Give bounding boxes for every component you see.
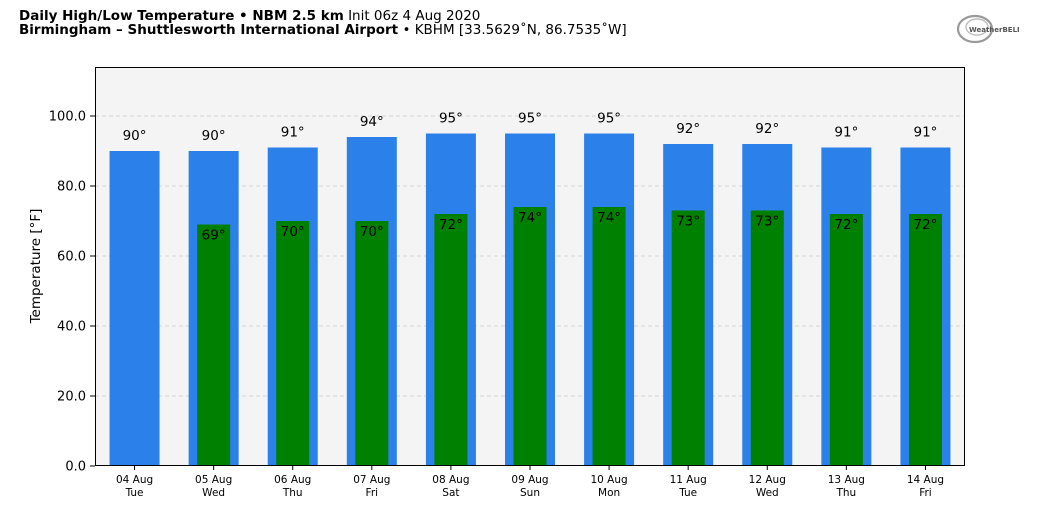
x-tick-date: 11 Aug (670, 474, 707, 486)
high-temp-label: 92° (676, 121, 700, 137)
y-tick-label: 0.0 (65, 460, 86, 475)
high-temp-label: 95° (518, 111, 542, 127)
high-temp-label: 91° (834, 125, 858, 141)
high-temp-label: 92° (755, 121, 779, 137)
x-tick-date: 14 Aug (907, 474, 944, 486)
chart-title: Daily High/Low Temperature • NBM 2.5 km … (19, 9, 480, 24)
low-temp-bar (434, 214, 468, 466)
y-tick-label: 80.0 (57, 180, 86, 195)
low-temp-bar (276, 221, 310, 466)
low-temp-label: 69° (202, 228, 226, 244)
low-temp-label: 74° (597, 210, 621, 226)
low-temp-label: 73° (676, 214, 700, 230)
y-axis: 0.0 20.0 40.0 60.0 80.0 100.0 (49, 110, 95, 475)
svg-text:WeatherBELL: WeatherBELL (969, 26, 1019, 34)
x-tick-day: Sat (442, 487, 459, 499)
high-temp-label: 91° (913, 125, 937, 141)
y-tick-label: 100.0 (49, 110, 86, 125)
x-tick-date: 09 Aug (511, 474, 548, 486)
x-tick-date: 05 Aug (195, 474, 232, 486)
x-tick-date: 10 Aug (590, 474, 627, 486)
y-tick-label: 20.0 (57, 390, 86, 405)
data-labels: 90° 90° 69° 91° 70° 94° 70° 95° 72° 95° 74° 95° 74° 9… (123, 111, 938, 244)
high-temp-label: 95° (439, 111, 463, 127)
weatherbell-logo: WeatherBELL (956, 14, 1019, 44)
init-time: Init 06z 4 Aug 2020 (348, 8, 481, 24)
x-tick-date: 04 Aug (116, 474, 153, 486)
x-tick-day: Fri (366, 487, 379, 499)
location-name: Birmingham – Shuttlesworth International… (19, 22, 399, 38)
low-temp-bar (671, 210, 705, 466)
low-temp-label: 70° (281, 224, 305, 240)
low-temp-label: 72° (913, 217, 937, 233)
x-tick-date: 13 Aug (828, 474, 865, 486)
location-coordinates: • KBHM [33.5629˚N, 86.7535˚W] (402, 22, 627, 38)
low-temp-label: 74° (518, 210, 542, 226)
high-temp-label: 94° (360, 114, 384, 130)
x-tick-day: Thu (282, 487, 303, 499)
x-tick-date: 08 Aug (432, 474, 469, 486)
low-temp-bar (829, 214, 863, 466)
x-tick-date: 12 Aug (749, 474, 786, 486)
low-temp-bar (513, 207, 547, 466)
plot-frame (95, 67, 965, 466)
high-temp-label: 95° (597, 111, 621, 127)
y-tick-label: 40.0 (57, 320, 86, 335)
high-temp-label: 91° (281, 125, 305, 141)
x-tick-day: Tue (125, 487, 144, 499)
bars (109, 133, 951, 466)
x-tick-day: Wed (756, 487, 779, 499)
y-axis-label: Temperature [°F] (28, 209, 44, 325)
x-tick-day: Tue (678, 487, 697, 499)
x-tick-day: Mon (598, 487, 620, 499)
y-tick-label: 60.0 (57, 250, 86, 265)
x-tick-day: Wed (202, 487, 225, 499)
low-temp-bar (750, 210, 784, 466)
x-tick-date: 07 Aug (353, 474, 390, 486)
chart-subtitle: Birmingham – Shuttlesworth International… (19, 23, 627, 38)
high-temp-bar (109, 151, 160, 466)
low-temp-bar (908, 214, 942, 466)
low-temp-bar (592, 207, 626, 466)
high-temp-label: 90° (202, 128, 226, 144)
high-temp-label: 90° (123, 128, 147, 144)
chart-title-main: Daily High/Low Temperature • NBM 2.5 km (19, 8, 344, 24)
low-temp-label: 72° (439, 217, 463, 233)
low-temp-label: 73° (755, 214, 779, 230)
x-tick-day: Sun (520, 487, 540, 499)
low-temp-label: 72° (834, 217, 858, 233)
low-temp-bar (355, 221, 389, 466)
x-tick-date: 06 Aug (274, 474, 311, 486)
low-temp-bar (197, 224, 231, 466)
low-temp-label: 70° (360, 224, 384, 240)
x-tick-day: Thu (835, 487, 856, 499)
x-tick-day: Fri (919, 487, 932, 499)
